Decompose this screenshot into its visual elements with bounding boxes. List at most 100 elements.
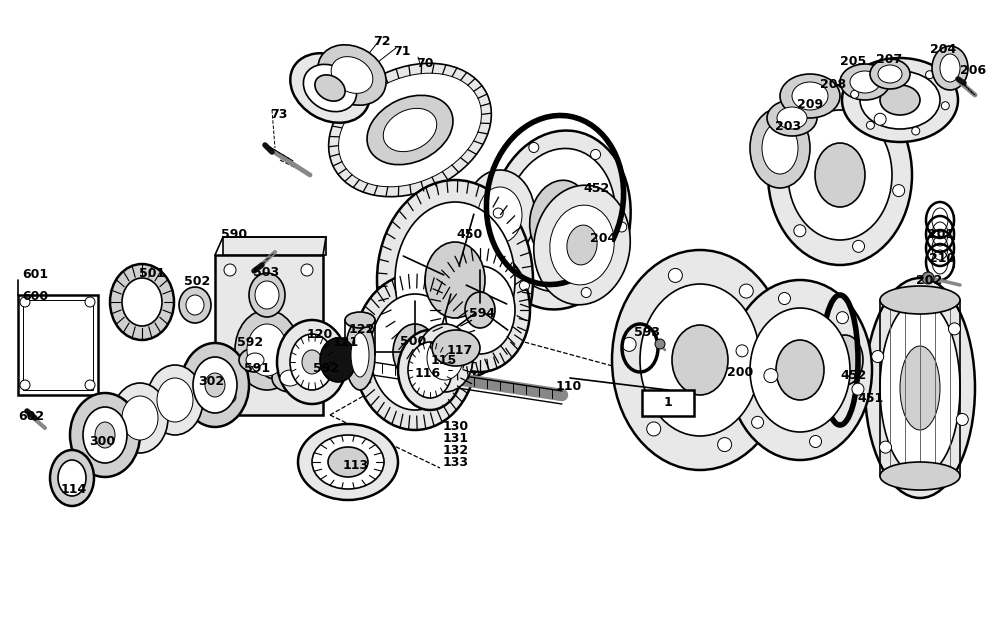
Text: 300: 300 bbox=[89, 435, 115, 448]
Ellipse shape bbox=[489, 130, 631, 310]
Ellipse shape bbox=[328, 447, 368, 477]
Ellipse shape bbox=[205, 373, 225, 397]
Circle shape bbox=[739, 284, 753, 298]
Text: 592: 592 bbox=[313, 362, 339, 375]
Ellipse shape bbox=[880, 286, 960, 314]
Circle shape bbox=[874, 114, 886, 125]
Ellipse shape bbox=[750, 108, 810, 188]
Ellipse shape bbox=[249, 273, 285, 317]
Ellipse shape bbox=[878, 65, 902, 83]
Text: 116: 116 bbox=[415, 367, 441, 380]
Circle shape bbox=[778, 293, 790, 305]
Text: 208: 208 bbox=[820, 78, 846, 91]
Ellipse shape bbox=[880, 85, 920, 115]
Ellipse shape bbox=[777, 107, 807, 129]
Ellipse shape bbox=[478, 187, 522, 243]
Ellipse shape bbox=[280, 370, 300, 386]
Circle shape bbox=[752, 416, 764, 428]
Text: 503: 503 bbox=[253, 266, 279, 279]
Ellipse shape bbox=[768, 85, 912, 265]
Ellipse shape bbox=[776, 340, 824, 400]
Bar bbox=[223, 237, 326, 255]
Ellipse shape bbox=[940, 54, 960, 82]
Text: 110: 110 bbox=[556, 380, 582, 393]
Ellipse shape bbox=[290, 53, 370, 123]
Ellipse shape bbox=[351, 333, 369, 377]
Ellipse shape bbox=[427, 336, 463, 380]
Circle shape bbox=[794, 225, 806, 236]
Circle shape bbox=[655, 339, 665, 349]
Text: 131: 131 bbox=[443, 432, 469, 445]
Ellipse shape bbox=[315, 75, 345, 101]
Circle shape bbox=[851, 90, 859, 98]
Text: 501: 501 bbox=[139, 267, 165, 280]
Ellipse shape bbox=[530, 180, 590, 260]
Text: 73: 73 bbox=[270, 108, 287, 121]
Circle shape bbox=[493, 208, 503, 218]
Ellipse shape bbox=[393, 324, 437, 380]
Text: 70: 70 bbox=[416, 57, 434, 70]
Circle shape bbox=[872, 351, 884, 363]
Circle shape bbox=[622, 338, 636, 351]
Text: 209: 209 bbox=[797, 98, 823, 111]
Circle shape bbox=[956, 414, 968, 426]
Ellipse shape bbox=[193, 357, 237, 413]
Ellipse shape bbox=[932, 46, 968, 90]
Circle shape bbox=[736, 345, 748, 357]
Circle shape bbox=[948, 323, 960, 335]
Ellipse shape bbox=[157, 378, 193, 422]
Text: 451: 451 bbox=[857, 392, 883, 405]
Text: 500: 500 bbox=[400, 335, 426, 348]
Ellipse shape bbox=[465, 170, 535, 260]
Ellipse shape bbox=[780, 74, 840, 118]
Ellipse shape bbox=[122, 278, 162, 326]
Circle shape bbox=[529, 142, 539, 152]
Ellipse shape bbox=[58, 460, 86, 496]
Circle shape bbox=[581, 288, 591, 298]
Ellipse shape bbox=[465, 292, 495, 328]
Text: 121: 121 bbox=[333, 336, 359, 349]
Text: 502: 502 bbox=[184, 275, 210, 288]
Ellipse shape bbox=[339, 73, 481, 187]
Ellipse shape bbox=[377, 180, 533, 380]
Ellipse shape bbox=[767, 100, 817, 136]
Ellipse shape bbox=[425, 242, 485, 318]
Bar bbox=[18, 295, 98, 395]
Ellipse shape bbox=[762, 122, 798, 174]
Text: 450: 450 bbox=[456, 228, 482, 241]
Circle shape bbox=[880, 441, 892, 453]
Circle shape bbox=[815, 98, 827, 110]
Ellipse shape bbox=[567, 225, 597, 265]
Ellipse shape bbox=[320, 338, 356, 382]
Ellipse shape bbox=[370, 294, 460, 410]
Text: 592: 592 bbox=[237, 336, 263, 349]
Ellipse shape bbox=[277, 320, 347, 404]
Text: 133: 133 bbox=[443, 456, 469, 469]
Bar bbox=[215, 255, 323, 415]
Ellipse shape bbox=[345, 312, 375, 328]
Text: 302: 302 bbox=[198, 375, 224, 388]
Text: 201: 201 bbox=[928, 228, 954, 241]
Circle shape bbox=[880, 65, 888, 73]
Circle shape bbox=[20, 297, 30, 307]
Ellipse shape bbox=[792, 82, 828, 110]
Ellipse shape bbox=[247, 324, 287, 376]
Text: 207: 207 bbox=[876, 53, 902, 66]
Circle shape bbox=[866, 121, 874, 129]
Text: 71: 71 bbox=[393, 45, 411, 58]
Circle shape bbox=[718, 437, 732, 452]
Text: 590: 590 bbox=[221, 228, 247, 241]
Ellipse shape bbox=[408, 342, 452, 398]
Text: 113: 113 bbox=[343, 459, 369, 472]
Ellipse shape bbox=[788, 110, 892, 240]
Ellipse shape bbox=[417, 324, 473, 392]
Text: 591: 591 bbox=[244, 362, 270, 375]
Ellipse shape bbox=[880, 300, 960, 476]
Circle shape bbox=[893, 185, 905, 197]
Ellipse shape bbox=[235, 310, 299, 390]
Circle shape bbox=[764, 369, 778, 383]
Ellipse shape bbox=[640, 284, 760, 436]
Text: 117: 117 bbox=[447, 344, 473, 357]
Ellipse shape bbox=[302, 350, 322, 374]
Ellipse shape bbox=[395, 202, 515, 358]
